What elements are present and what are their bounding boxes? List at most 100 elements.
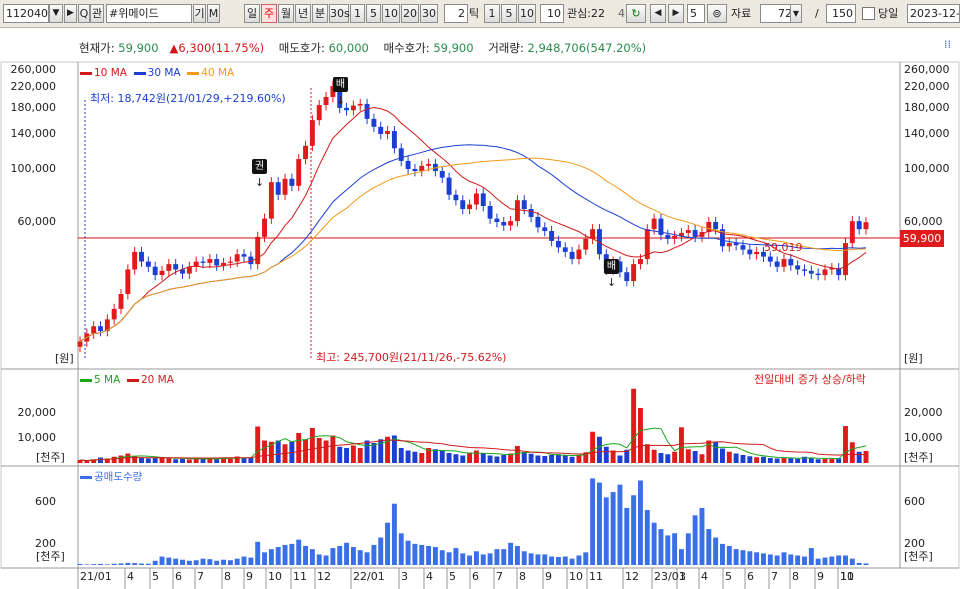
period-tab-8[interactable]: 10 [382, 4, 400, 23]
short-bar [651, 522, 657, 565]
short-bar [275, 547, 281, 565]
volume-bar [214, 459, 220, 463]
price-y-label-left: 180,000 [10, 100, 57, 114]
dividend-badge-2[interactable]: 배 [604, 259, 619, 274]
volume-bar [207, 458, 213, 463]
short-bar [590, 478, 596, 565]
short-bar [166, 557, 172, 565]
candle-body [111, 308, 117, 320]
candle-body [761, 251, 766, 257]
period-tab-7[interactable]: 5 [366, 4, 381, 23]
search-icon[interactable]: Q [78, 4, 90, 23]
x-axis-label: 7 [197, 570, 204, 583]
short-bar [535, 554, 541, 565]
period-tab-6[interactable]: 1 [350, 4, 365, 23]
price-value: 59,900 [118, 41, 159, 55]
period-tab-4[interactable]: 분 [312, 4, 328, 23]
period-tab-2[interactable]: 월 [278, 4, 294, 23]
display-count-input[interactable]: 150 [826, 4, 856, 23]
candle-body [248, 256, 254, 265]
period-tab-3[interactable]: 년 [295, 4, 311, 23]
stock-name-field[interactable]: #위메이드 [106, 4, 192, 23]
volume-bar [480, 453, 486, 463]
period-tab-0[interactable]: 일 [244, 4, 260, 23]
volume-bar [549, 455, 555, 463]
short-bar [152, 560, 158, 565]
legend-swatch-20ma [126, 378, 139, 382]
candle-body [453, 194, 459, 201]
tick-input[interactable]: 10 [540, 4, 564, 23]
short-bar [139, 563, 144, 565]
next-page-icon[interactable]: ▶ [668, 4, 684, 23]
data-count-dropdown-icon[interactable]: ▼ [790, 4, 802, 23]
page-number-input[interactable]: 5 [687, 4, 705, 23]
short-bar [159, 556, 165, 565]
volume-bar [453, 454, 459, 463]
x-axis-label: 11 [840, 570, 854, 583]
stock-code-input[interactable]: 112040 [3, 4, 49, 23]
settings-icon[interactable]: ⊚ [707, 4, 727, 23]
period-tab-5[interactable]: 30s [329, 4, 350, 23]
code-dropdown-arrow-icon[interactable]: ▼ [49, 4, 63, 23]
period-tab-10[interactable]: 30 [420, 4, 438, 23]
candle-body [549, 231, 555, 241]
candle-body [262, 218, 267, 237]
candle-body [555, 240, 561, 248]
tick-tab-0[interactable]: 1 [484, 4, 500, 23]
candle-body [501, 222, 507, 226]
rights-badge[interactable]: 권 [252, 159, 267, 174]
candle-body [241, 254, 247, 257]
period-tab-1[interactable]: 주 [261, 4, 277, 23]
short-bar [706, 529, 712, 565]
today-label: 당일 [878, 7, 899, 20]
tick-tab-2[interactable]: 10 [518, 4, 536, 23]
short-unit-right: [천주] [904, 550, 933, 563]
volume-bar [555, 454, 561, 463]
candle-body [788, 259, 794, 266]
prev-page-icon[interactable]: ◀ [650, 4, 666, 23]
volume-value: 2,948,706(547.20%) [527, 41, 647, 55]
period-tab-9[interactable]: 20 [401, 4, 419, 23]
candle-body [473, 193, 479, 205]
volume-bar [815, 459, 821, 463]
ma-10-line [79, 106, 867, 342]
short-bar [562, 556, 568, 565]
volume-bar [535, 455, 541, 463]
short-bar [487, 553, 493, 565]
x-axis-label: 11 [293, 570, 307, 583]
volume-bar [699, 454, 705, 463]
volume-bar [323, 440, 329, 463]
candle-body [405, 160, 411, 169]
panel-menu-icon[interactable]: ⁞⁞ [944, 38, 951, 51]
volume-y-label-left: 10,000 [17, 431, 57, 444]
short-bar [603, 497, 609, 565]
candle-body [767, 256, 773, 262]
next-arrow-icon[interactable]: ▶ [64, 4, 77, 23]
search-button[interactable]: 관 [90, 4, 104, 23]
legend-swatch-40ma [187, 71, 200, 75]
price-legend: 10 MA 30 MA 40 MA [80, 66, 234, 80]
candle-body [350, 105, 356, 111]
data-label: 자료 [731, 7, 752, 20]
volume-bar [364, 440, 370, 463]
short-bar [221, 559, 226, 565]
volume-bar [856, 451, 862, 463]
dividend-badge-1[interactable]: 배 [333, 77, 348, 92]
short-bar [596, 482, 602, 565]
volume-bar [180, 458, 185, 463]
candle-body [193, 261, 199, 267]
tick-tab-1[interactable]: 5 [501, 4, 517, 23]
refresh-icon[interactable]: ↻ [626, 4, 646, 23]
volume-bar [104, 458, 110, 463]
legend-10ma: 10 MA [94, 67, 127, 79]
volume-bar [337, 446, 343, 463]
interval-input[interactable]: 2 [444, 4, 468, 23]
volume-ma-group [79, 427, 867, 462]
today-checkbox[interactable] [862, 7, 875, 20]
date-input[interactable]: 2023-12- [907, 4, 960, 23]
volume-bar [446, 453, 452, 463]
ki-button[interactable]: 기 [193, 4, 206, 23]
candle-body [815, 273, 821, 276]
m-button[interactable]: M [207, 4, 220, 23]
